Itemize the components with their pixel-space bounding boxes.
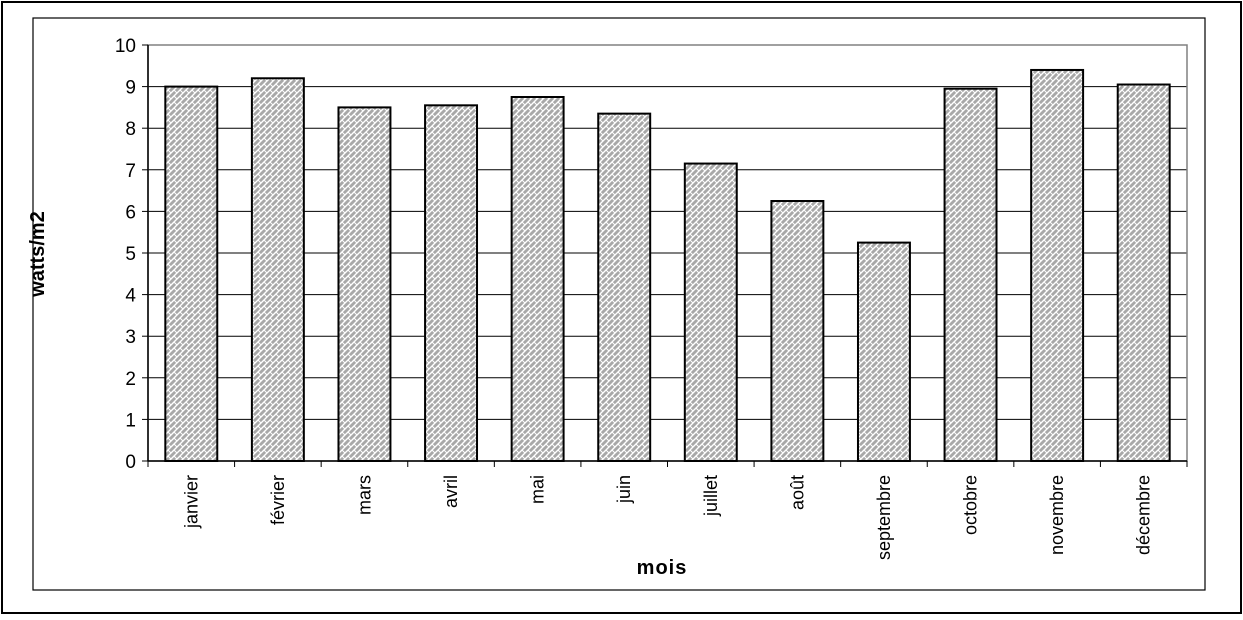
x-tick-label: mars — [354, 475, 374, 515]
x-tick-label: septembre — [874, 475, 894, 560]
y-tick-label: 8 — [125, 119, 136, 140]
bar-novembre — [1030, 68, 1085, 463]
x-tick-labels: janvier février mars avril mai juin juillet aoû… — [181, 475, 1153, 560]
x-tick-label: mai — [528, 475, 548, 504]
bar-décembre — [1116, 83, 1171, 463]
y-tick-label: 6 — [125, 202, 136, 223]
bars — [164, 68, 1171, 463]
y-tick-label: 7 — [125, 161, 136, 182]
y-tick-label: 9 — [125, 78, 136, 99]
bar-juillet — [683, 162, 738, 462]
y-axis-title: watts/m2 — [27, 211, 49, 298]
x-tick-label: décembre — [1134, 475, 1154, 555]
y-tick-label: 3 — [125, 327, 136, 348]
bar-mai — [510, 96, 565, 462]
axes — [142, 44, 1188, 467]
x-tick-label: juin — [614, 475, 634, 504]
x-tick-label: août — [787, 475, 807, 510]
bar-août — [770, 200, 825, 462]
y-tick-label: 2 — [125, 369, 136, 390]
bar-février — [250, 77, 305, 462]
chart-area-border — [32, 17, 1206, 591]
y-tick-label: 10 — [115, 36, 136, 57]
gridlines — [148, 86, 1187, 420]
y-tick-label: 0 — [125, 452, 136, 473]
x-tick-label: octobre — [961, 475, 981, 535]
x-tick-label: avril — [441, 475, 461, 508]
y-tick-label: 5 — [125, 244, 136, 265]
x-tick-label: janvier — [181, 475, 201, 529]
bar-mars — [337, 106, 392, 463]
x-tick-label: juillet — [701, 475, 721, 517]
bar-juin — [597, 112, 652, 462]
y-tick-label: 4 — [125, 286, 136, 307]
bar-avril — [424, 104, 479, 462]
x-tick-label: novembre — [1047, 475, 1067, 555]
y-tick-label: 1 — [125, 410, 136, 431]
y-tick-labels: 0 1 2 3 4 5 6 7 8 9 10 — [115, 36, 137, 473]
x-tick-label: février — [268, 475, 288, 525]
bar-octobre — [943, 87, 998, 463]
bar-septembre — [856, 241, 911, 462]
bar-janvier — [164, 85, 219, 462]
x-axis-title: mois — [637, 557, 688, 579]
